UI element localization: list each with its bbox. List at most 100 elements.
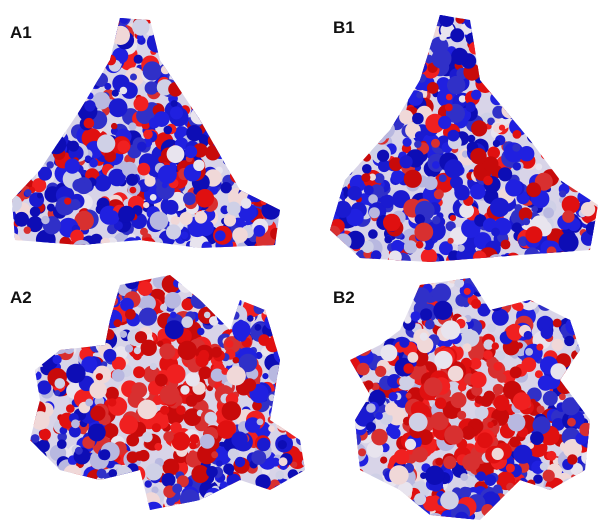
surface-patch — [213, 18, 222, 27]
surface-patch — [205, 145, 220, 160]
surface-patch — [27, 61, 46, 80]
surface-patch — [299, 355, 305, 361]
surface-patch — [490, 198, 509, 217]
surface-patch — [474, 277, 491, 294]
surface-patch — [575, 283, 581, 289]
surface-patch — [129, 122, 137, 130]
surface-patch — [200, 50, 209, 59]
surface-patch — [260, 86, 268, 94]
surface-patch — [67, 51, 77, 61]
surface-patch — [289, 417, 301, 429]
surface-patch — [103, 349, 116, 362]
surface-patch — [259, 145, 268, 154]
surface-patch — [254, 99, 272, 117]
surface-patch — [94, 287, 105, 298]
surface-patch — [536, 492, 546, 502]
surface-patch — [566, 513, 573, 520]
surface-patch — [555, 291, 563, 299]
surface-patch — [349, 57, 355, 63]
surface-patch — [413, 268, 430, 285]
surface-patch — [371, 516, 380, 525]
surface-patch — [573, 499, 586, 512]
surface-patch — [361, 125, 379, 143]
surface-patch — [321, 139, 340, 158]
surface-patch — [63, 465, 81, 483]
surface-patch — [397, 42, 412, 57]
surface-patch — [35, 39, 47, 51]
surface-patch — [326, 130, 342, 146]
surface-patch — [162, 37, 176, 51]
surface-patch — [448, 238, 454, 244]
surface-patch — [383, 214, 401, 232]
surface-patch — [79, 502, 88, 511]
surface-patch — [172, 432, 191, 451]
surface-patch — [233, 127, 245, 139]
surface-patch — [333, 58, 345, 70]
surface-patch — [61, 26, 74, 39]
surface-patch — [432, 49, 452, 69]
surface-patch — [409, 43, 422, 56]
surface-patch — [205, 31, 214, 40]
surface-patch — [29, 308, 48, 327]
surface-patch — [330, 108, 349, 127]
surface-patch — [544, 144, 558, 158]
surface-patch — [85, 155, 91, 161]
surface-patch — [85, 298, 99, 312]
surface-patch — [251, 450, 266, 465]
surface-patch — [215, 230, 226, 241]
surface-patch — [501, 240, 511, 250]
surface-patch — [278, 440, 287, 449]
surface-patch — [263, 56, 277, 70]
surface-patch — [380, 344, 397, 361]
surface-patch — [92, 313, 107, 328]
surface-patch — [438, 116, 451, 129]
surface-patch — [494, 24, 507, 37]
surface-patch — [52, 493, 69, 510]
surface-patch — [220, 481, 228, 489]
surface-patch — [366, 84, 381, 99]
surface-patch — [343, 311, 353, 321]
surface-patch — [493, 31, 507, 45]
surface-patch — [31, 105, 51, 125]
surface-patch — [586, 254, 597, 265]
surface-patch — [260, 72, 274, 86]
surface-patch — [97, 59, 107, 69]
surface-patch — [574, 15, 586, 27]
surface-patch — [268, 47, 276, 55]
surface-patch — [354, 324, 361, 331]
surface-patch — [371, 250, 382, 261]
surface-patch — [502, 103, 518, 119]
surface-patch — [224, 110, 239, 125]
surface-patch — [364, 185, 374, 195]
surface-patch — [343, 380, 358, 395]
surface-patch — [346, 315, 355, 324]
surface-patch — [119, 480, 128, 489]
surface-patch — [36, 293, 45, 302]
surface-patch — [199, 93, 219, 113]
surface-patch — [324, 245, 343, 264]
surface-patch — [185, 54, 201, 70]
surface-patch — [228, 14, 238, 24]
surface-patch — [16, 157, 35, 176]
surface-patch — [389, 43, 399, 53]
surface-patch — [350, 317, 363, 330]
surface-patch — [361, 486, 369, 494]
surface-patch — [254, 303, 265, 314]
surface-patch — [354, 133, 362, 141]
surface — [2, 5, 288, 260]
surface-patch — [336, 111, 347, 122]
surface-patch — [37, 290, 46, 299]
surface-patch — [540, 463, 548, 471]
surface-patch — [572, 142, 579, 149]
surface-patch — [417, 74, 426, 83]
surface-patch — [420, 308, 432, 320]
surface-patch — [142, 432, 153, 443]
surface-patch — [458, 245, 465, 252]
surface-patch — [284, 369, 299, 384]
surface-patch — [102, 272, 114, 284]
surface-patch — [458, 274, 464, 280]
surface-patch — [224, 214, 236, 226]
surface-patch — [577, 372, 585, 380]
surface-patch — [248, 504, 260, 516]
surface-patch — [581, 202, 595, 216]
